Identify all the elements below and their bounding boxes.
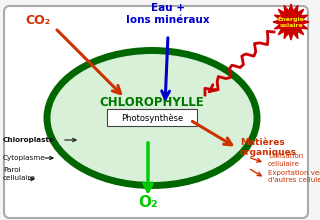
Text: Cytoplasme: Cytoplasme bbox=[3, 155, 46, 161]
FancyBboxPatch shape bbox=[107, 109, 197, 126]
Text: O₂: O₂ bbox=[138, 195, 158, 210]
Text: CHLOROPHYLLE: CHLOROPHYLLE bbox=[100, 97, 204, 110]
Text: Énergie
solaire: Énergie solaire bbox=[277, 16, 304, 28]
Text: Exportation vers
d'autres cellules: Exportation vers d'autres cellules bbox=[268, 169, 320, 183]
FancyBboxPatch shape bbox=[4, 6, 308, 218]
Text: Photosynthèse: Photosynthèse bbox=[121, 113, 183, 123]
Text: Utilisation
cellulaire: Utilisation cellulaire bbox=[268, 154, 303, 167]
Text: CO₂: CO₂ bbox=[25, 14, 51, 27]
Text: Chloroplaste: Chloroplaste bbox=[3, 137, 55, 143]
Text: Matières
organiques: Matières organiques bbox=[240, 138, 297, 157]
Polygon shape bbox=[273, 4, 309, 40]
Text: Paroi
cellulaire: Paroi cellulaire bbox=[3, 167, 36, 180]
Text: Eau +
Ions minéraux: Eau + Ions minéraux bbox=[126, 3, 210, 25]
Ellipse shape bbox=[47, 51, 257, 185]
